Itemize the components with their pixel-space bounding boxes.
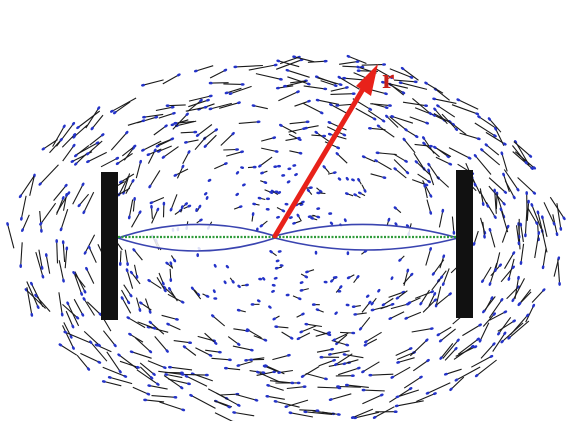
field-arrow xyxy=(181,132,196,133)
field-arrow xyxy=(331,94,354,95)
right-plate xyxy=(456,170,473,318)
field-arrow-head xyxy=(347,251,350,255)
field-arrow xyxy=(362,65,384,66)
field-arrow-head xyxy=(394,410,398,413)
page: r (() => { const data = JSON.parse(docum… xyxy=(0,0,577,421)
field-arrow-head xyxy=(320,356,324,359)
field-arrow xyxy=(223,150,237,151)
left-plate xyxy=(101,172,118,320)
diagram: r xyxy=(0,0,577,421)
vector-label: r xyxy=(382,64,394,95)
field-arrow xyxy=(223,84,242,85)
field-arrow-head xyxy=(297,382,301,385)
